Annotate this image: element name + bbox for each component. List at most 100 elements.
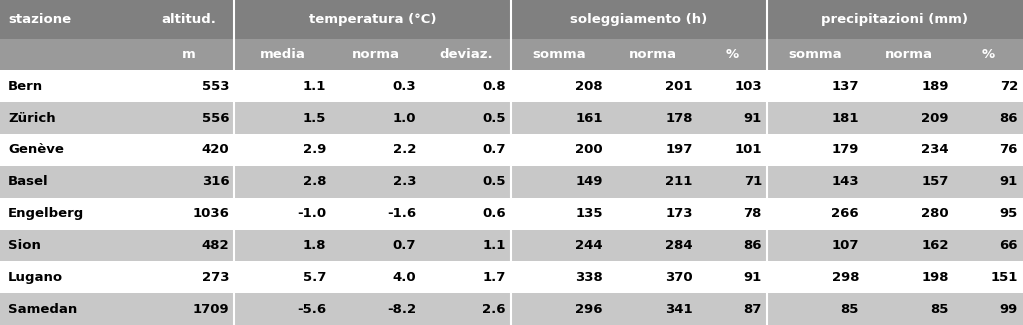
Text: 482: 482 — [202, 239, 229, 252]
Text: 86: 86 — [999, 112, 1018, 125]
Text: 197: 197 — [665, 143, 693, 156]
Bar — [0, 39, 1023, 71]
Text: 72: 72 — [999, 80, 1018, 93]
Text: -1.6: -1.6 — [387, 207, 416, 220]
Text: 5.7: 5.7 — [303, 271, 326, 284]
Text: media: media — [260, 48, 306, 61]
Text: -8.2: -8.2 — [387, 303, 416, 316]
Text: Lugano: Lugano — [8, 271, 63, 284]
Text: 1.1: 1.1 — [483, 239, 506, 252]
Text: 181: 181 — [832, 112, 859, 125]
Text: Zürich: Zürich — [8, 112, 55, 125]
Bar — [0, 102, 1023, 134]
Text: 95: 95 — [999, 207, 1018, 220]
Text: 284: 284 — [665, 239, 693, 252]
Text: 173: 173 — [665, 207, 693, 220]
Text: 234: 234 — [921, 143, 948, 156]
Text: 198: 198 — [922, 271, 948, 284]
Bar — [0, 198, 1023, 229]
Text: 149: 149 — [576, 175, 603, 188]
Text: 157: 157 — [922, 175, 948, 188]
Text: 76: 76 — [999, 143, 1018, 156]
Text: 0.5: 0.5 — [483, 175, 506, 188]
Text: 341: 341 — [665, 303, 693, 316]
Text: Engelberg: Engelberg — [8, 207, 84, 220]
Bar — [0, 229, 1023, 261]
Text: 553: 553 — [202, 80, 229, 93]
Text: stazione: stazione — [8, 13, 72, 26]
Text: 85: 85 — [841, 303, 859, 316]
Bar — [0, 166, 1023, 198]
Text: somma: somma — [789, 48, 842, 61]
Text: 101: 101 — [735, 143, 762, 156]
Text: 273: 273 — [202, 271, 229, 284]
Text: 2.6: 2.6 — [483, 303, 506, 316]
Text: soleggiamento (h): soleggiamento (h) — [570, 13, 708, 26]
Text: 0.3: 0.3 — [393, 80, 416, 93]
Text: 71: 71 — [744, 175, 762, 188]
Bar — [0, 71, 1023, 102]
Text: 1.8: 1.8 — [303, 239, 326, 252]
Text: 556: 556 — [202, 112, 229, 125]
Text: 0.5: 0.5 — [483, 112, 506, 125]
Text: deviaz.: deviaz. — [439, 48, 493, 61]
Text: 2.8: 2.8 — [303, 175, 326, 188]
Text: 143: 143 — [832, 175, 859, 188]
Text: 135: 135 — [576, 207, 603, 220]
Text: 0.8: 0.8 — [482, 80, 506, 93]
Text: 244: 244 — [575, 239, 603, 252]
Text: 316: 316 — [202, 175, 229, 188]
Text: 78: 78 — [744, 207, 762, 220]
Text: 370: 370 — [665, 271, 693, 284]
Text: Genève: Genève — [8, 143, 63, 156]
Text: 2.9: 2.9 — [303, 143, 326, 156]
Text: 1036: 1036 — [192, 207, 229, 220]
Text: 2.2: 2.2 — [393, 143, 416, 156]
Text: 107: 107 — [832, 239, 859, 252]
Text: 1.7: 1.7 — [483, 271, 506, 284]
Text: 189: 189 — [922, 80, 948, 93]
Text: 86: 86 — [744, 239, 762, 252]
Text: 4.0: 4.0 — [393, 271, 416, 284]
Text: 211: 211 — [665, 175, 693, 188]
Text: 201: 201 — [665, 80, 693, 93]
Text: 209: 209 — [922, 112, 948, 125]
Text: 91: 91 — [999, 175, 1018, 188]
Text: 91: 91 — [744, 271, 762, 284]
Text: -5.6: -5.6 — [297, 303, 326, 316]
Text: altitud.: altitud. — [162, 13, 216, 26]
Text: 162: 162 — [922, 239, 948, 252]
Text: 178: 178 — [665, 112, 693, 125]
Text: norma: norma — [885, 48, 933, 61]
Text: 161: 161 — [576, 112, 603, 125]
Text: temperatura (°C): temperatura (°C) — [309, 13, 436, 26]
Bar — [0, 0, 1023, 39]
Text: 2.3: 2.3 — [393, 175, 416, 188]
Text: 151: 151 — [990, 271, 1018, 284]
Text: m: m — [182, 48, 195, 61]
Text: 1.1: 1.1 — [303, 80, 326, 93]
Text: 87: 87 — [744, 303, 762, 316]
Text: somma: somma — [533, 48, 586, 61]
Text: 200: 200 — [575, 143, 603, 156]
Text: Bern: Bern — [8, 80, 43, 93]
Text: 298: 298 — [832, 271, 859, 284]
Text: -1.0: -1.0 — [297, 207, 326, 220]
Text: 85: 85 — [931, 303, 948, 316]
Text: 0.6: 0.6 — [482, 207, 506, 220]
Text: 280: 280 — [921, 207, 948, 220]
Text: 1.5: 1.5 — [303, 112, 326, 125]
Text: 266: 266 — [832, 207, 859, 220]
Text: precipitazioni (mm): precipitazioni (mm) — [821, 13, 969, 26]
Text: %: % — [725, 48, 739, 61]
Text: 420: 420 — [202, 143, 229, 156]
Text: Samedan: Samedan — [8, 303, 78, 316]
Text: 338: 338 — [575, 271, 603, 284]
Text: 296: 296 — [576, 303, 603, 316]
Bar — [0, 293, 1023, 325]
Text: 179: 179 — [832, 143, 859, 156]
Text: 0.7: 0.7 — [393, 239, 416, 252]
Text: Basel: Basel — [8, 175, 49, 188]
Text: %: % — [982, 48, 995, 61]
Text: norma: norma — [352, 48, 400, 61]
